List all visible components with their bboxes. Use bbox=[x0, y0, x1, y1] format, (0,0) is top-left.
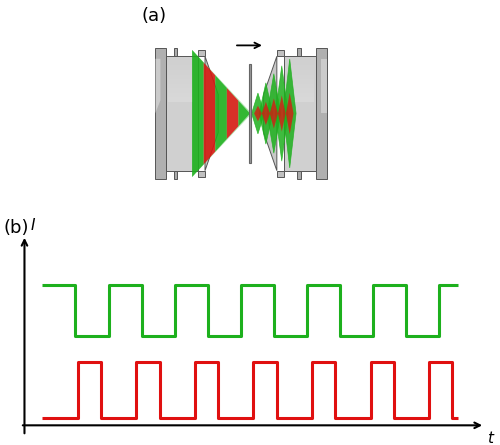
Polygon shape bbox=[259, 83, 272, 144]
Polygon shape bbox=[168, 88, 193, 93]
Polygon shape bbox=[238, 101, 250, 126]
Polygon shape bbox=[252, 93, 264, 134]
Text: (a): (a) bbox=[141, 7, 166, 25]
Polygon shape bbox=[262, 102, 270, 125]
Polygon shape bbox=[248, 64, 252, 163]
Polygon shape bbox=[288, 88, 314, 93]
Polygon shape bbox=[174, 171, 177, 178]
Polygon shape bbox=[192, 50, 250, 177]
Polygon shape bbox=[155, 59, 160, 113]
Polygon shape bbox=[286, 93, 294, 134]
Polygon shape bbox=[174, 49, 177, 56]
Polygon shape bbox=[277, 50, 284, 56]
Polygon shape bbox=[154, 49, 166, 178]
Polygon shape bbox=[284, 56, 316, 171]
Polygon shape bbox=[168, 93, 193, 97]
Polygon shape bbox=[277, 171, 284, 177]
Polygon shape bbox=[168, 97, 193, 102]
Polygon shape bbox=[166, 56, 198, 171]
Polygon shape bbox=[168, 79, 193, 84]
Polygon shape bbox=[278, 95, 285, 132]
Polygon shape bbox=[288, 84, 314, 88]
Polygon shape bbox=[227, 88, 238, 139]
Polygon shape bbox=[322, 59, 326, 113]
Polygon shape bbox=[296, 49, 302, 56]
Polygon shape bbox=[270, 98, 278, 129]
Polygon shape bbox=[254, 106, 262, 121]
Polygon shape bbox=[205, 56, 218, 171]
Polygon shape bbox=[296, 171, 302, 178]
Polygon shape bbox=[198, 171, 205, 177]
Polygon shape bbox=[267, 74, 280, 153]
Polygon shape bbox=[276, 66, 288, 161]
Polygon shape bbox=[168, 84, 193, 88]
Text: (b): (b) bbox=[4, 219, 29, 237]
Polygon shape bbox=[204, 63, 216, 164]
Polygon shape bbox=[288, 75, 314, 79]
Text: t: t bbox=[487, 431, 493, 445]
Polygon shape bbox=[284, 59, 296, 168]
Polygon shape bbox=[198, 50, 205, 56]
Polygon shape bbox=[264, 56, 277, 171]
Polygon shape bbox=[192, 50, 203, 177]
Polygon shape bbox=[288, 79, 314, 84]
Polygon shape bbox=[288, 93, 314, 97]
Polygon shape bbox=[316, 49, 327, 178]
Polygon shape bbox=[216, 75, 227, 152]
Polygon shape bbox=[288, 97, 314, 102]
Text: I: I bbox=[30, 218, 35, 233]
Polygon shape bbox=[168, 75, 193, 79]
